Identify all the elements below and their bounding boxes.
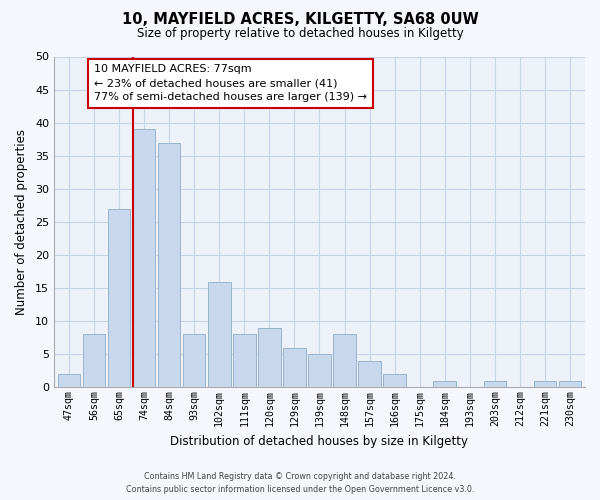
Bar [58,374,80,388]
Text: Contains HM Land Registry data © Crown copyright and database right 2024.
Contai: Contains HM Land Registry data © Crown c… [126,472,474,494]
Bar [383,374,406,388]
Bar [133,130,155,388]
Bar [233,334,256,388]
Bar [283,348,305,388]
Bar [533,381,556,388]
Bar [433,381,456,388]
Bar [559,381,581,388]
Bar [183,334,205,388]
Text: 10 MAYFIELD ACRES: 77sqm
← 23% of detached houses are smaller (41)
77% of semi-d: 10 MAYFIELD ACRES: 77sqm ← 23% of detach… [94,64,367,102]
Bar [108,208,130,388]
X-axis label: Distribution of detached houses by size in Kilgetty: Distribution of detached houses by size … [170,434,469,448]
Y-axis label: Number of detached properties: Number of detached properties [15,129,28,315]
Bar [308,354,331,388]
Bar [258,328,281,388]
Text: 10, MAYFIELD ACRES, KILGETTY, SA68 0UW: 10, MAYFIELD ACRES, KILGETTY, SA68 0UW [122,12,478,28]
Bar [333,334,356,388]
Bar [158,142,181,388]
Text: Size of property relative to detached houses in Kilgetty: Size of property relative to detached ho… [137,28,463,40]
Bar [484,381,506,388]
Bar [358,361,381,388]
Bar [83,334,105,388]
Bar [208,282,230,388]
